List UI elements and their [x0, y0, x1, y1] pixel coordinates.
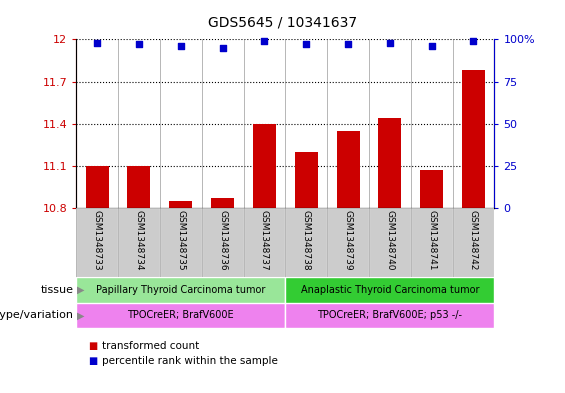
Text: percentile rank within the sample: percentile rank within the sample [102, 356, 277, 366]
Text: GSM1348736: GSM1348736 [218, 210, 227, 271]
Bar [411, 208, 453, 277]
Bar [86, 166, 108, 208]
Text: GSM1348742: GSM1348742 [469, 210, 478, 271]
Bar [285, 277, 494, 303]
Point [93, 40, 102, 46]
Bar [170, 201, 192, 208]
Text: GSM1348735: GSM1348735 [176, 210, 185, 271]
Point [344, 41, 353, 48]
Bar [327, 208, 369, 277]
Text: Anaplastic Thyroid Carcinoma tumor: Anaplastic Thyroid Carcinoma tumor [301, 285, 479, 295]
Point [218, 44, 227, 51]
Bar [160, 208, 202, 277]
Point [302, 41, 311, 48]
Bar [128, 166, 150, 208]
Bar [379, 118, 401, 208]
Text: GSM1348738: GSM1348738 [302, 210, 311, 271]
Text: transformed count: transformed count [102, 341, 199, 351]
Bar [211, 198, 234, 208]
Point [176, 43, 185, 49]
Bar [369, 208, 411, 277]
Text: GSM1348739: GSM1348739 [344, 210, 353, 271]
Text: Papillary Thyroid Carcinoma tumor: Papillary Thyroid Carcinoma tumor [96, 285, 266, 295]
Text: tissue: tissue [41, 285, 73, 295]
Text: ▶: ▶ [77, 285, 85, 295]
Bar [453, 208, 494, 277]
Bar [76, 277, 285, 303]
Point [427, 43, 436, 49]
Text: GSM1348740: GSM1348740 [385, 210, 394, 271]
Text: GSM1348734: GSM1348734 [134, 210, 144, 271]
Bar [285, 303, 494, 328]
Text: GSM1348737: GSM1348737 [260, 210, 269, 271]
Text: ■: ■ [89, 341, 98, 351]
Point [260, 38, 269, 44]
Bar [462, 70, 485, 208]
Bar [202, 208, 244, 277]
Bar [244, 208, 285, 277]
Text: ▶: ▶ [77, 310, 85, 320]
Text: GSM1348741: GSM1348741 [427, 210, 436, 271]
Bar [253, 124, 276, 208]
Text: TPOCreER; BrafV600E; p53 -/-: TPOCreER; BrafV600E; p53 -/- [318, 310, 462, 320]
Text: TPOCreER; BrafV600E: TPOCreER; BrafV600E [128, 310, 234, 320]
Bar [118, 208, 160, 277]
Bar [76, 303, 285, 328]
Bar [285, 208, 327, 277]
Text: genotype/variation: genotype/variation [0, 310, 73, 320]
Bar [76, 208, 118, 277]
Point [469, 38, 478, 44]
Bar [295, 152, 318, 208]
Bar [420, 170, 443, 208]
Text: GSM1348733: GSM1348733 [93, 210, 102, 271]
Point [385, 40, 394, 46]
Bar [337, 131, 359, 208]
Text: ■: ■ [89, 356, 98, 366]
Text: GDS5645 / 10341637: GDS5645 / 10341637 [208, 16, 357, 30]
Point [134, 41, 144, 48]
